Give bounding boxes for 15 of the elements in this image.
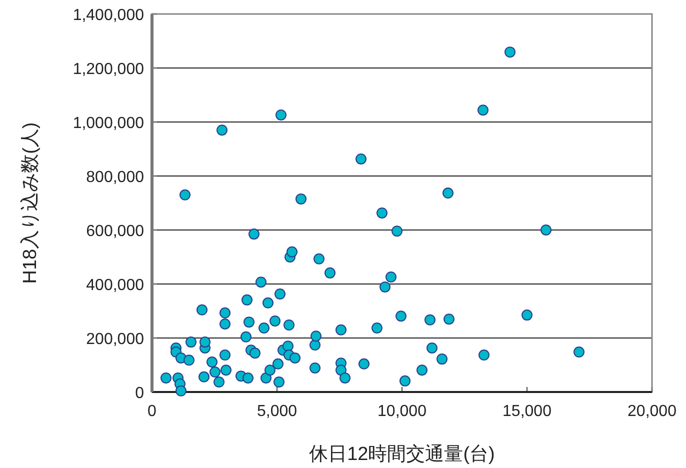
x-tick-label: 20,000: [628, 403, 677, 420]
x-axis-title: 休日12時間交通量(台): [309, 443, 495, 465]
y-tick-label: 1,000,000: [72, 115, 144, 132]
y-tick-label: 800,000: [86, 169, 144, 186]
x-tick-label: 10,000: [378, 403, 427, 420]
x-tick-label: 0: [148, 403, 157, 420]
y-axis-title: H18入り込み数(人): [20, 122, 41, 284]
y-tick-label: 400,000: [86, 277, 144, 294]
y-tick-label: 0: [135, 385, 144, 402]
y-tick-label: 200,000: [86, 331, 144, 348]
x-tick-label: 15,000: [502, 403, 552, 420]
y-tick-label: 1,400,000: [72, 7, 144, 24]
x-tick-label: 5,000: [256, 403, 298, 420]
y-tick-label: 1,200,000: [72, 61, 144, 78]
y-tick-label: 600,000: [86, 223, 144, 240]
